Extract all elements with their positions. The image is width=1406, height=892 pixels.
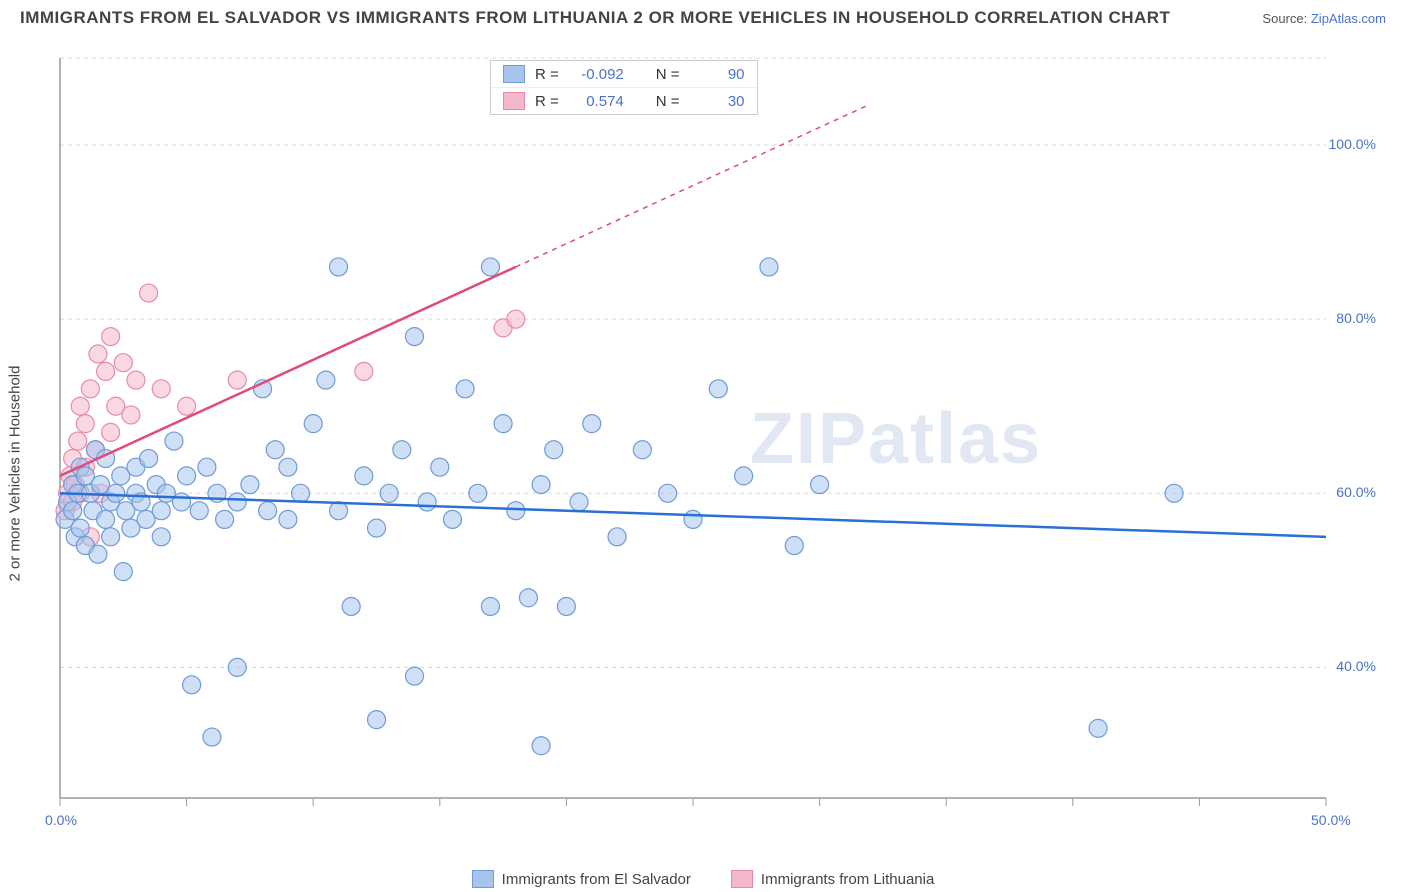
stats-legend-row-lithuania: R = 0.574 N = 30 (491, 87, 757, 114)
swatch-el-salvador (503, 65, 525, 83)
n-label: N = (656, 66, 680, 83)
stats-legend-row-el-salvador: R = -0.092 N = 90 (491, 61, 757, 87)
legend-item-el-salvador: Immigrants from El Salvador (472, 870, 691, 888)
r-label: R = (535, 93, 559, 110)
swatch-el-salvador (472, 870, 494, 888)
swatch-lithuania (503, 92, 525, 110)
swatch-lithuania (731, 870, 753, 888)
y-tick-label: 100.0% (1329, 136, 1376, 152)
legend-item-lithuania: Immigrants from Lithuania (731, 870, 934, 888)
scatter-plot-svg (50, 38, 1406, 838)
source-attribution: Source: ZipAtlas.com (1262, 11, 1386, 26)
chart-title: IMMIGRANTS FROM EL SALVADOR VS IMMIGRANT… (20, 8, 1170, 28)
y-axis-label: 2 or more Vehicles in Household (7, 366, 24, 582)
y-tick-label: 80.0% (1336, 310, 1376, 326)
n-label: N = (656, 93, 680, 110)
source-link[interactable]: ZipAtlas.com (1311, 11, 1386, 26)
stats-legend: R = -0.092 N = 90 R = 0.574 N = 30 (490, 60, 758, 115)
r-label: R = (535, 66, 559, 83)
r-value-el-salvador: -0.092 (569, 66, 624, 83)
legend-label-el-salvador: Immigrants from El Salvador (502, 871, 691, 888)
x-tick-label: 0.0% (45, 812, 77, 828)
n-value-lithuania: 30 (690, 93, 745, 110)
legend-label-lithuania: Immigrants from Lithuania (761, 871, 934, 888)
x-tick-label: 50.0% (1311, 812, 1351, 828)
n-value-el-salvador: 90 (690, 66, 745, 83)
chart-area: 2 or more Vehicles in Household ZIPatlas… (20, 38, 1386, 892)
source-label: Source: (1262, 11, 1307, 26)
y-tick-label: 60.0% (1336, 484, 1376, 500)
series-legend: Immigrants from El Salvador Immigrants f… (20, 870, 1386, 888)
y-tick-label: 40.0% (1336, 658, 1376, 674)
r-value-lithuania: 0.574 (569, 93, 624, 110)
